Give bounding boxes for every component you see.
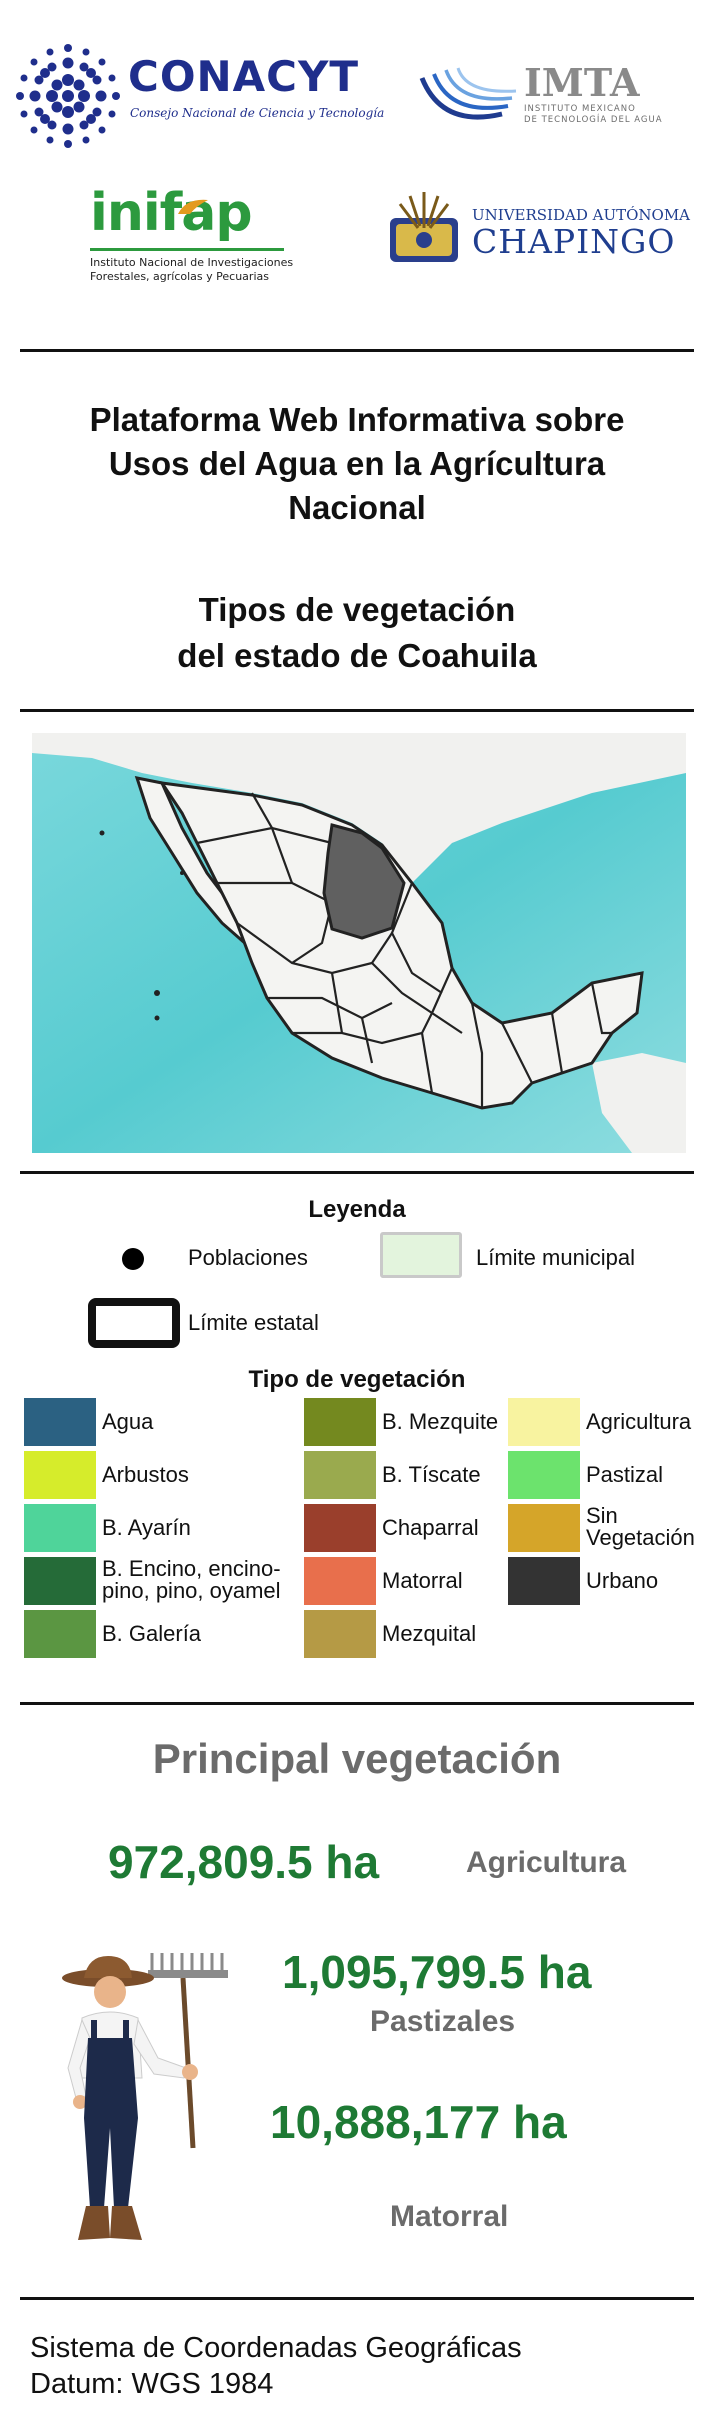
page-subtitle-line2: del estado de Coahuila bbox=[177, 637, 537, 674]
swatch-matorral bbox=[304, 1557, 376, 1605]
label-sin-vegetacion-line2: Vegetación bbox=[586, 1525, 695, 1550]
mexico-map-icon bbox=[32, 733, 686, 1153]
label-agua: Agua bbox=[102, 1409, 154, 1434]
inifap-subtitle-line2: Forestales, agrícolas y Pecuarias bbox=[90, 270, 269, 283]
label-b-encino-line1: B. Encino, encino- bbox=[102, 1556, 281, 1581]
conacyt-subtitle: Consejo Nacional de Ciencia y Tecnología bbox=[130, 106, 385, 120]
label-urbano: Urbano bbox=[586, 1568, 659, 1593]
agricultura-name: Agricultura bbox=[466, 1846, 627, 1879]
inifap-name: inifap bbox=[90, 183, 253, 243]
label-b-encino: B. Encino, encino- pino, pino, oyamel bbox=[102, 1558, 281, 1602]
swatch-agua bbox=[24, 1398, 96, 1446]
pastizales-area: 1,095,799.5 ha bbox=[282, 1946, 592, 1998]
legend-limite-municipal: Límite municipal bbox=[476, 1245, 635, 1270]
swatch-pastizal bbox=[508, 1451, 580, 1499]
chapingo-top: UNIVERSIDAD AUTÓNOMA bbox=[472, 206, 691, 224]
label-chaparral: Chaparral bbox=[382, 1515, 479, 1540]
label-b-tiscate: B. Tíscate bbox=[382, 1462, 481, 1487]
inifap-subtitle-line1: Instituto Nacional de Investigaciones bbox=[90, 256, 294, 269]
datum: Datum: WGS 1984 bbox=[30, 2368, 274, 2400]
matorral-name: Matorral bbox=[390, 2200, 509, 2233]
matorral-area: 10,888,177 ha bbox=[270, 2096, 567, 2148]
label-mezquital: Mezquital bbox=[382, 1621, 477, 1646]
divider bbox=[20, 1171, 694, 1174]
imta-name: IMTA bbox=[524, 60, 640, 105]
state-boundary-icon bbox=[88, 1298, 180, 1348]
principal-vegetation-title: Principal vegetación bbox=[152, 1735, 562, 1782]
divider bbox=[20, 349, 694, 352]
label-b-encino-line2: pino, pino, oyamel bbox=[102, 1578, 281, 1603]
agricultura-area: 972,809.5 ha bbox=[108, 1836, 380, 1888]
coordinate-system: Sistema de Coordenadas Geográficas bbox=[30, 2332, 522, 2364]
legend-title: Leyenda bbox=[308, 1196, 406, 1223]
label-agricultura: Agricultura bbox=[586, 1409, 692, 1434]
municipal-boundary-icon bbox=[380, 1232, 462, 1278]
imta-logo-icon bbox=[419, 67, 517, 120]
legend-poblaciones: Poblaciones bbox=[188, 1245, 308, 1270]
swatch-b-encino bbox=[24, 1557, 96, 1605]
chapingo-seal-icon bbox=[390, 192, 458, 262]
swatch-urbano bbox=[508, 1557, 580, 1605]
pastizales-name: Pastizales bbox=[370, 2005, 516, 2038]
label-b-mezquite: B. Mezquite bbox=[382, 1409, 499, 1434]
swatch-arbustos bbox=[24, 1451, 96, 1499]
imta-subtitle-line1: INSTITUTO MEXICANO bbox=[524, 104, 636, 114]
page-subtitle: Tipos de vegetación del estado de Coahui… bbox=[20, 587, 694, 679]
swatch-b-galeria bbox=[24, 1610, 96, 1658]
imta-subtitle-line2: DE TECNOLOGÍA DEL AGUA bbox=[524, 115, 663, 125]
farmer-icon bbox=[62, 1953, 228, 2240]
conacyt-name: CONACYT bbox=[128, 52, 360, 101]
conacyt-logo-icon bbox=[16, 44, 120, 148]
swatch-b-ayarin bbox=[24, 1504, 96, 1552]
page-subtitle-line1: Tipos de vegetación bbox=[198, 591, 516, 628]
label-b-galeria: B. Galería bbox=[102, 1621, 202, 1646]
swatch-agricultura bbox=[508, 1398, 580, 1446]
chapingo-name: CHAPINGO bbox=[472, 222, 676, 261]
swatch-b-mezquite bbox=[304, 1398, 376, 1446]
divider bbox=[20, 2297, 694, 2300]
inifap-logo-icon bbox=[178, 199, 208, 214]
vegetation-legend-title: Tipo de vegetación bbox=[248, 1366, 466, 1393]
coordinate-system-info: Sistema de Coordenadas Geográficas Datum… bbox=[30, 2330, 522, 2402]
swatch-chaparral bbox=[304, 1504, 376, 1552]
legend-limite-estatal: Límite estatal bbox=[188, 1310, 319, 1335]
page-title-line2: Usos del Agua en la Agrícultura bbox=[108, 445, 606, 482]
imta-subtitle: INSTITUTO MEXICANO DE TECNOLOGÍA DEL AGU… bbox=[524, 104, 663, 126]
label-pastizal: Pastizal bbox=[586, 1462, 664, 1487]
population-dot-icon bbox=[122, 1248, 144, 1270]
label-b-ayarin: B. Ayarín bbox=[102, 1515, 191, 1540]
inifap-underline bbox=[90, 248, 284, 251]
page-title-line3: Nacional bbox=[288, 489, 426, 526]
inifap-subtitle: Instituto Nacional de Investigaciones Fo… bbox=[90, 256, 293, 284]
swatch-mezquital bbox=[304, 1610, 376, 1658]
swatch-b-tiscate bbox=[304, 1451, 376, 1499]
divider bbox=[20, 1702, 694, 1705]
page-title: Plataforma Web Informativa sobre Usos de… bbox=[20, 398, 694, 530]
label-arbustos: Arbustos bbox=[102, 1462, 189, 1487]
page-title-line1: Plataforma Web Informativa sobre bbox=[89, 401, 625, 438]
label-sin-vegetacion: Sin Vegetación bbox=[586, 1505, 695, 1549]
divider bbox=[20, 709, 694, 712]
swatch-sin-vegetacion bbox=[508, 1504, 580, 1552]
label-matorral: Matorral bbox=[382, 1568, 463, 1593]
label-sin-vegetacion-line1: Sin bbox=[586, 1503, 618, 1528]
